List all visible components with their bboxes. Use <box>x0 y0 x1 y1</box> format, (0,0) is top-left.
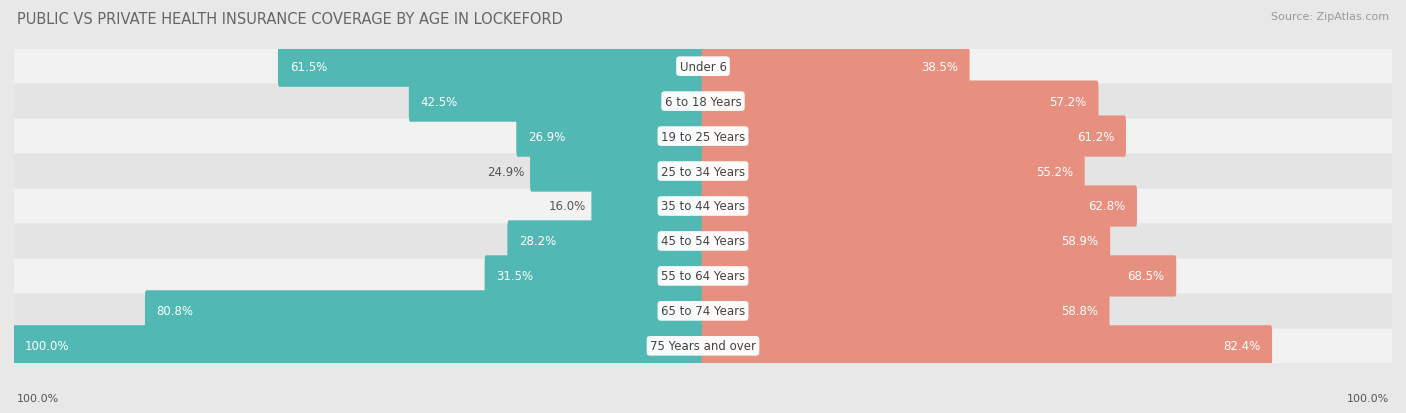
FancyBboxPatch shape <box>702 325 1272 367</box>
Bar <box>14 50 1392 84</box>
Text: Under 6: Under 6 <box>679 61 727 74</box>
FancyBboxPatch shape <box>508 221 704 262</box>
Text: Source: ZipAtlas.com: Source: ZipAtlas.com <box>1271 12 1389 22</box>
FancyBboxPatch shape <box>530 151 704 192</box>
Text: 82.4%: 82.4% <box>1223 339 1260 352</box>
Text: 26.9%: 26.9% <box>529 130 565 143</box>
Text: 24.9%: 24.9% <box>488 165 524 178</box>
Bar <box>14 85 1392 119</box>
Text: 35 to 44 Years: 35 to 44 Years <box>661 200 745 213</box>
Text: 62.8%: 62.8% <box>1088 200 1125 213</box>
FancyBboxPatch shape <box>278 46 704 88</box>
Text: 16.0%: 16.0% <box>548 200 586 213</box>
Text: 100.0%: 100.0% <box>17 393 59 403</box>
FancyBboxPatch shape <box>516 116 704 157</box>
Text: 31.5%: 31.5% <box>496 270 533 283</box>
Bar <box>14 294 1392 328</box>
FancyBboxPatch shape <box>702 186 1137 227</box>
Text: 75 Years and over: 75 Years and over <box>650 339 756 352</box>
Text: 68.5%: 68.5% <box>1128 270 1164 283</box>
Text: 55 to 64 Years: 55 to 64 Years <box>661 270 745 283</box>
Bar <box>14 225 1392 258</box>
Bar <box>14 259 1392 293</box>
Text: 65 to 74 Years: 65 to 74 Years <box>661 305 745 318</box>
FancyBboxPatch shape <box>702 81 1098 122</box>
FancyBboxPatch shape <box>702 151 1084 192</box>
Text: 100.0%: 100.0% <box>1347 393 1389 403</box>
FancyBboxPatch shape <box>485 256 704 297</box>
FancyBboxPatch shape <box>13 325 704 367</box>
Text: 80.8%: 80.8% <box>156 305 194 318</box>
Text: 25 to 34 Years: 25 to 34 Years <box>661 165 745 178</box>
Text: 28.2%: 28.2% <box>519 235 557 248</box>
Text: 6 to 18 Years: 6 to 18 Years <box>665 95 741 108</box>
Text: 55.2%: 55.2% <box>1036 165 1073 178</box>
FancyBboxPatch shape <box>409 81 704 122</box>
Bar <box>14 155 1392 188</box>
Bar <box>14 329 1392 363</box>
Text: 57.2%: 57.2% <box>1049 95 1087 108</box>
FancyBboxPatch shape <box>702 291 1109 332</box>
FancyBboxPatch shape <box>702 221 1111 262</box>
FancyBboxPatch shape <box>702 256 1177 297</box>
Text: PUBLIC VS PRIVATE HEALTH INSURANCE COVERAGE BY AGE IN LOCKEFORD: PUBLIC VS PRIVATE HEALTH INSURANCE COVER… <box>17 12 562 27</box>
Text: 45 to 54 Years: 45 to 54 Years <box>661 235 745 248</box>
Text: 19 to 25 Years: 19 to 25 Years <box>661 130 745 143</box>
FancyBboxPatch shape <box>145 291 704 332</box>
Text: 100.0%: 100.0% <box>24 339 69 352</box>
FancyBboxPatch shape <box>592 186 704 227</box>
Bar <box>14 190 1392 223</box>
FancyBboxPatch shape <box>702 46 970 88</box>
Text: 58.8%: 58.8% <box>1060 305 1098 318</box>
Text: 58.9%: 58.9% <box>1062 235 1098 248</box>
FancyBboxPatch shape <box>702 116 1126 157</box>
Bar <box>14 120 1392 154</box>
Text: 38.5%: 38.5% <box>921 61 957 74</box>
Text: 61.5%: 61.5% <box>290 61 326 74</box>
Text: 61.2%: 61.2% <box>1077 130 1115 143</box>
Text: 42.5%: 42.5% <box>420 95 458 108</box>
